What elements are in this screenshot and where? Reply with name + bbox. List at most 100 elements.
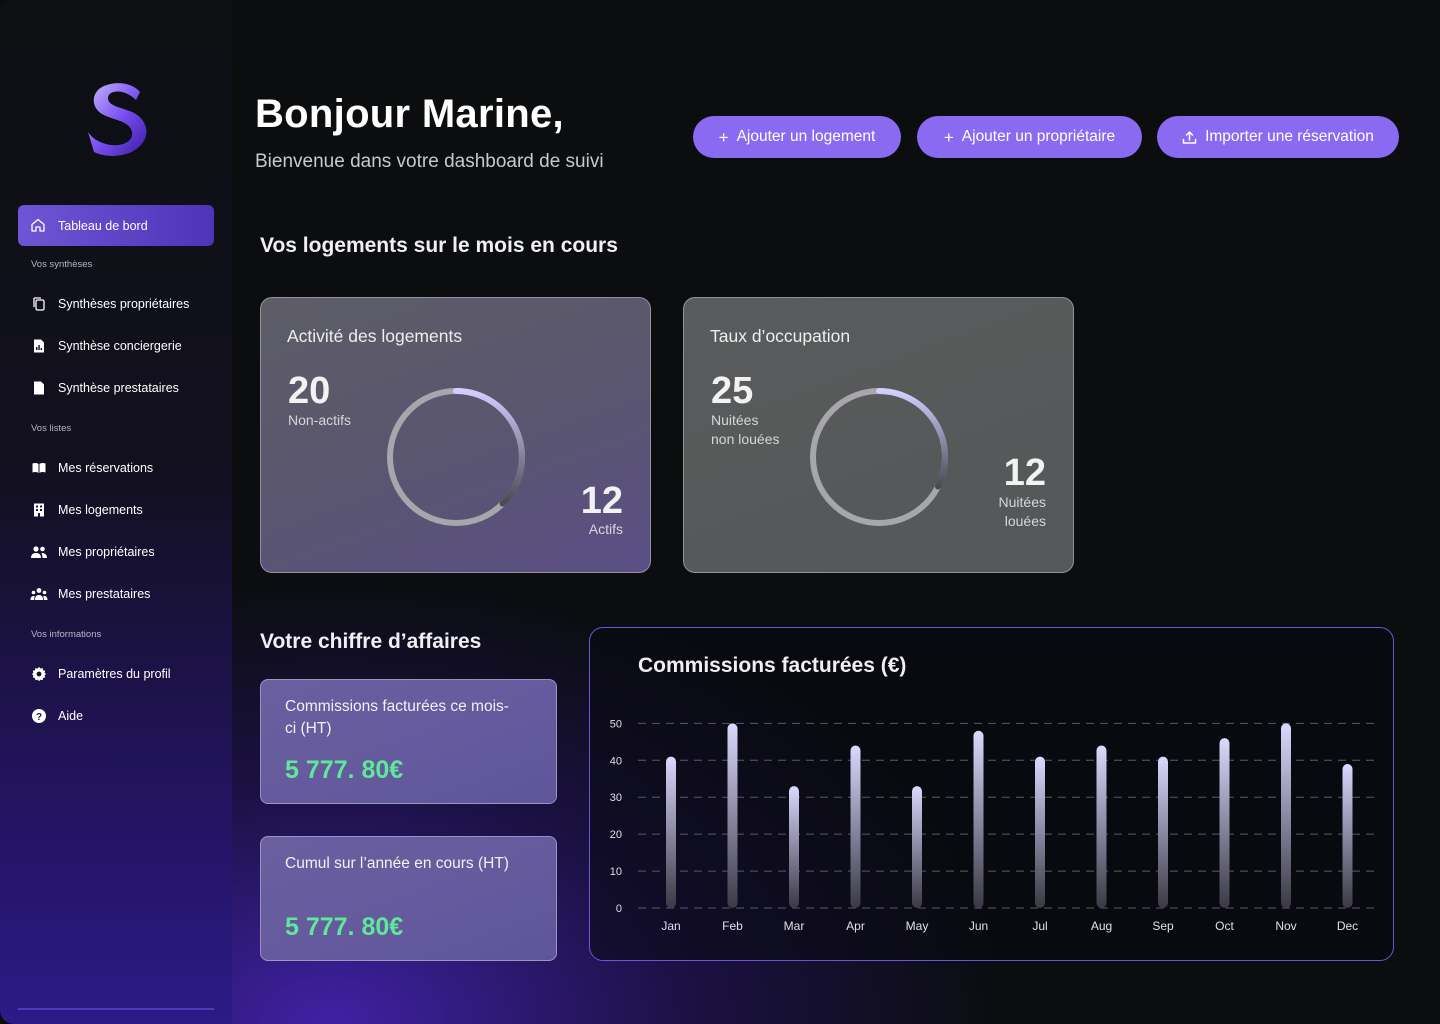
building-icon: [30, 501, 48, 519]
activite-card: Activité des logements 20 Non-actifs 12 …: [260, 297, 651, 573]
users-icon: [30, 543, 48, 561]
bar-oct: [1219, 738, 1230, 908]
sidebar-item-dashboard[interactable]: Tableau de bord: [18, 205, 214, 246]
commissions-bar-chart: 0 10 20 30 40 50 Jan Feb Mar Apr May Jun Jul Aug Sep O…: [610, 718, 1375, 933]
sidebar-item-label: Synthèses propriétaires: [58, 297, 190, 311]
sidebar-divider: [18, 1008, 214, 1010]
help-icon: ?: [30, 707, 48, 725]
x-tick-label: Jan: [661, 919, 680, 933]
sidebar-item-synthese-prestataires[interactable]: Synthèse prestataires: [30, 376, 179, 400]
inactive-label: Non-actifs: [288, 412, 352, 428]
gear-icon: [30, 665, 48, 683]
x-tick-label: Oct: [1215, 919, 1234, 933]
section-label-syntheses: Vos synthèses: [31, 259, 93, 270]
activite-donut: [387, 388, 525, 526]
yearly-commission-label: Cumul sur l’année en cours (HT): [285, 855, 509, 872]
sidebar-item-synthese-conciergerie[interactable]: Synthèse conciergerie: [30, 334, 182, 358]
y-tick-label: 0: [616, 903, 622, 915]
donut-arc-louees: [876, 388, 948, 490]
x-tick-label: Sep: [1152, 919, 1174, 933]
sidebar-item-reservations[interactable]: Mes réservations: [30, 456, 153, 480]
file-icon: [30, 379, 48, 397]
sidebar-item-label: Tableau de bord: [58, 218, 148, 233]
x-tick-label: Apr: [846, 919, 865, 933]
button-label: Ajouter un propriétaire: [961, 128, 1116, 145]
sidebar: Tableau de bord Vos synthèses Synthèses …: [0, 0, 232, 1024]
y-tick-label: 10: [610, 866, 622, 878]
bar-nov: [1281, 723, 1291, 908]
sidebar-item-label: Aide: [58, 709, 84, 723]
sidebar-item-label: Synthèse prestataires: [58, 381, 179, 395]
x-tick-label: Nov: [1275, 919, 1296, 933]
page-subtitle: Bienvenue dans votre dashboard de suivi: [255, 151, 604, 172]
sidebar-item-label: Mes propriétaires: [58, 545, 155, 559]
button-label: Ajouter un logement: [736, 128, 876, 145]
monthly-commission-label: Commissions facturées ce mois-ci (HT): [285, 698, 509, 737]
sidebar-item-syntheses-proprietaires[interactable]: Synthèses propriétaires: [30, 292, 189, 316]
unrented-count: 25: [711, 370, 754, 412]
activite-card-title: Activité des logements: [287, 326, 463, 346]
monthly-commission-card: Commissions facturées ce mois-ci (HT) 5 …: [260, 679, 557, 804]
x-tick-label: Feb: [722, 919, 743, 933]
sidebar-item-logements[interactable]: Mes logements: [30, 498, 143, 522]
add-logement-button[interactable]: + Ajouter un logement: [693, 116, 901, 158]
unrented-label-1: Nuitées: [711, 412, 759, 428]
sidebar-item-mes-proprietaires[interactable]: Mes propriétaires: [30, 540, 155, 564]
yearly-commission-value: 5 777. 80€: [285, 913, 404, 941]
occupation-card-title: Taux d’occupation: [710, 326, 851, 346]
team-icon: [30, 585, 48, 603]
add-proprietaire-button[interactable]: + Ajouter un propriétaire: [917, 116, 1142, 158]
plus-icon: +: [718, 127, 729, 147]
bar-jan: [666, 756, 676, 908]
bar-jul: [1035, 756, 1045, 908]
inactive-count: 20: [288, 370, 331, 412]
sidebar-item-aide[interactable]: ? Aide: [30, 704, 83, 728]
import-reservation-button[interactable]: Importer une réservation: [1157, 116, 1399, 158]
bar-jun: [973, 730, 984, 908]
occupation-donut: [810, 388, 948, 526]
button-label: Importer une réservation: [1205, 128, 1374, 145]
rented-label-1: Nuitées: [998, 494, 1046, 510]
sidebar-item-label: Synthèse conciergerie: [58, 339, 182, 353]
occupation-card: Taux d’occupation 25 Nuitées non louées …: [683, 297, 1074, 573]
y-tick-label: 30: [610, 792, 622, 804]
bar-dec: [1342, 764, 1353, 908]
bar-apr: [850, 745, 861, 908]
x-tick-label: Jun: [969, 919, 988, 933]
bar-mar: [789, 786, 799, 908]
bar-sep: [1158, 756, 1168, 908]
report-icon: [30, 337, 48, 355]
bar-may: [912, 786, 922, 908]
rented-label-2: louées: [1004, 513, 1046, 529]
x-tick-label: Jul: [1032, 919, 1047, 933]
upload-icon: [1182, 130, 1197, 145]
y-tick-label: 40: [610, 755, 622, 767]
monthly-commission-value: 5 777. 80€: [285, 756, 404, 784]
active-label: Actifs: [588, 521, 623, 537]
chart-title: Commissions facturées (€): [638, 654, 907, 677]
sidebar-item-parametres[interactable]: Paramètres du profil: [30, 662, 171, 686]
active-count: 12: [580, 480, 623, 522]
bar-aug: [1096, 745, 1107, 908]
sidebar-item-label: Paramètres du profil: [58, 667, 171, 681]
page-title: Bonjour Marine,: [255, 92, 564, 136]
unrented-label-2: non louées: [711, 431, 780, 447]
copy-icon: [30, 295, 48, 313]
sidebar-item-label: Mes prestataires: [58, 587, 151, 601]
section-label-listes: Vos listes: [31, 423, 72, 434]
y-tick-label: 50: [610, 718, 622, 730]
logements-section-title: Vos logements sur le mois en cours: [260, 234, 618, 257]
x-tick-label: Aug: [1091, 919, 1112, 933]
svg-text:?: ?: [36, 712, 42, 723]
book-icon: [30, 459, 48, 477]
x-tick-label: Dec: [1337, 919, 1358, 933]
brand-logo: [88, 83, 147, 156]
rented-count: 12: [1003, 452, 1046, 494]
sidebar-item-mes-prestataires[interactable]: Mes prestataires: [30, 582, 150, 606]
yearly-commission-card: Cumul sur l’année en cours (HT) 5 777. 8…: [260, 836, 557, 961]
x-tick-label: May: [906, 919, 929, 933]
x-tick-label: Mar: [784, 919, 805, 933]
section-label-informations: Vos informations: [31, 629, 102, 640]
bar-feb: [727, 723, 738, 908]
